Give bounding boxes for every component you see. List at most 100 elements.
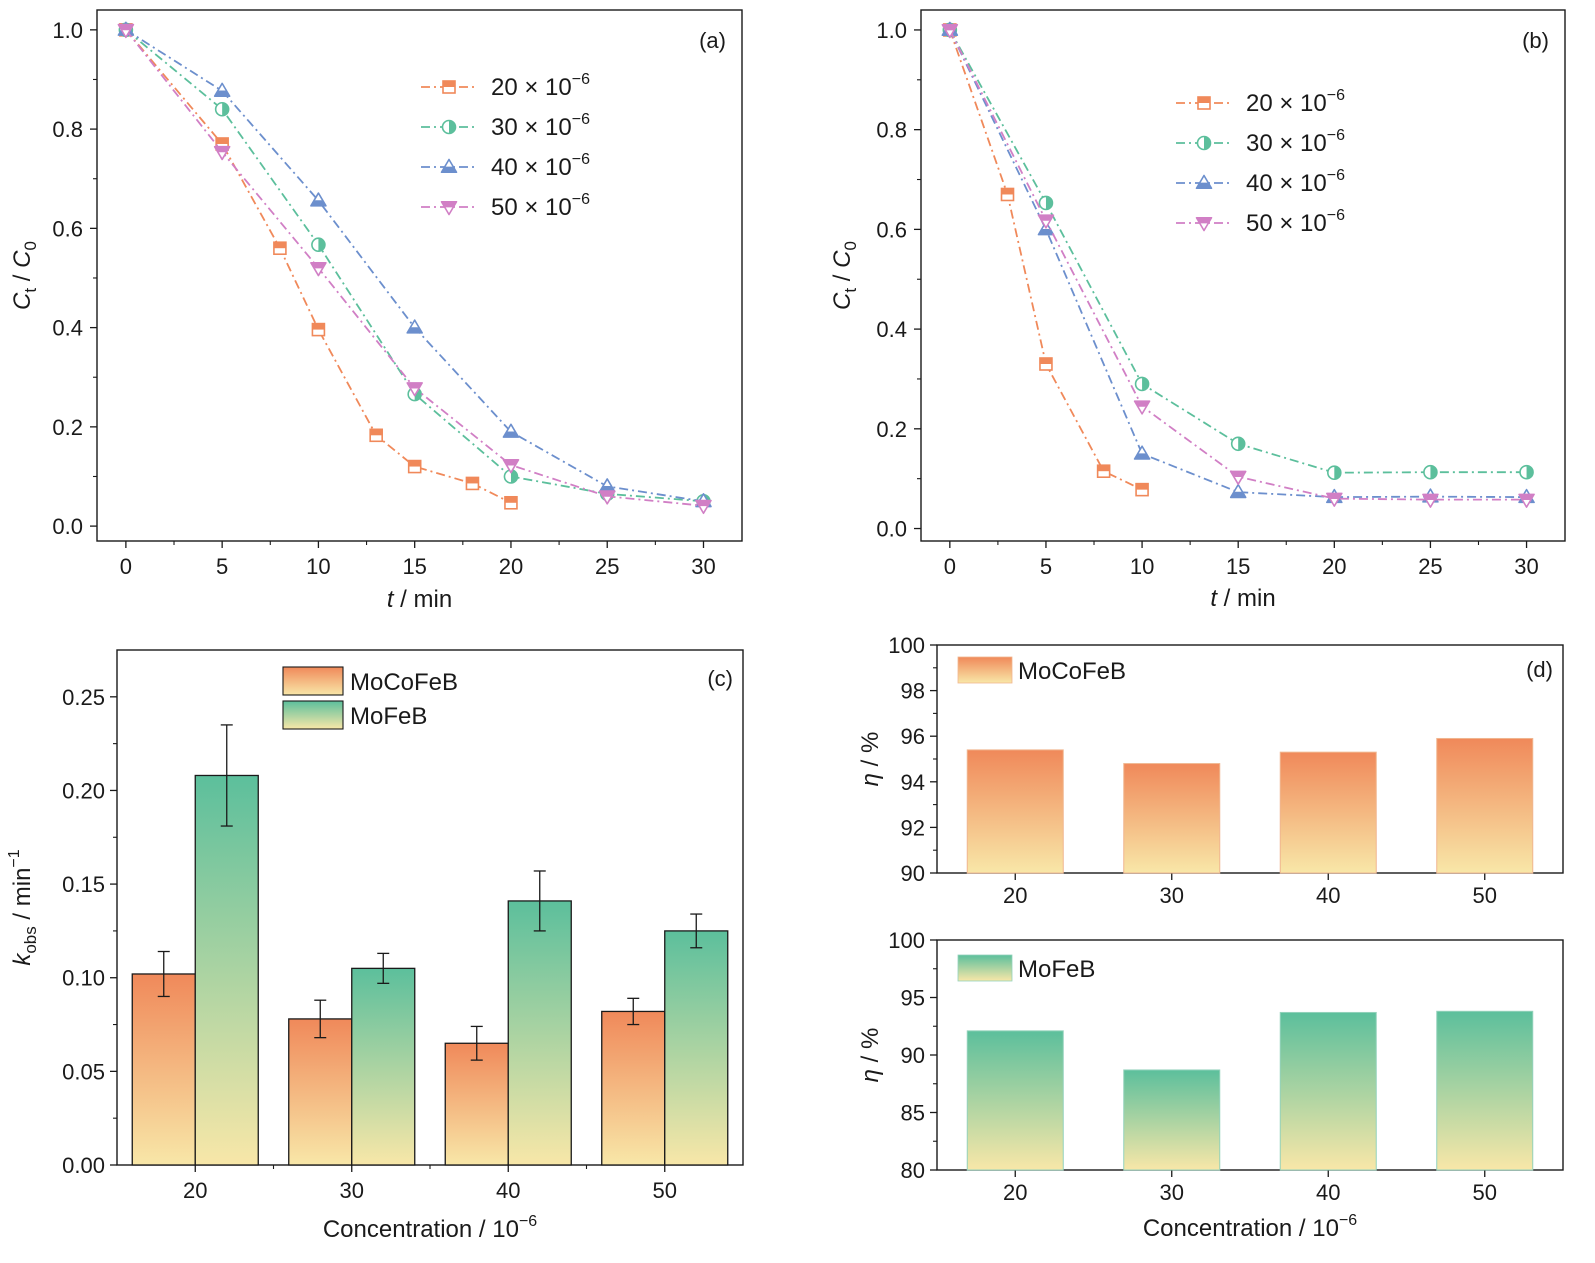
x-tick-label: 30	[1160, 883, 1184, 908]
y-tick-label: 0.25	[62, 685, 105, 710]
y-tick-label: 94	[901, 770, 925, 795]
x-axis-title: Concentration / 10−6	[323, 1213, 537, 1243]
x-tick-label: 50	[1473, 883, 1497, 908]
y-tick-label: 90	[901, 1043, 925, 1068]
series-line-0	[948, 29, 1143, 491]
y-tick-label: 100	[888, 633, 925, 658]
data-point-fill	[1230, 491, 1246, 498]
panel-label: (c)	[707, 666, 733, 691]
y-tick-label: 96	[901, 724, 925, 749]
data-point-fill	[695, 500, 711, 507]
x-tick-label: 30	[1514, 554, 1538, 579]
bar-mofeb-30	[1123, 1069, 1221, 1171]
y-tick-label: 0.10	[62, 966, 105, 991]
data-point-fill	[599, 486, 615, 492]
x-tick-label: 20	[1003, 1180, 1027, 1205]
x-tick-label: 30	[340, 1178, 364, 1203]
y-tick-label: 100	[888, 928, 925, 953]
y-tick-label: 0.2	[876, 417, 907, 442]
data-point-fill	[503, 431, 519, 438]
y-tick-label: 0.2	[52, 415, 83, 440]
legend-label: MoCoFeB	[350, 669, 458, 696]
bar-mocofeb-30	[288, 1018, 353, 1166]
y-tick-label: 95	[901, 986, 925, 1011]
y-tick-label: 92	[901, 815, 925, 840]
legend-marker-fill	[1204, 136, 1211, 150]
data-point-fill	[1334, 466, 1341, 480]
y-tick-label: 0.0	[876, 517, 907, 542]
data-point-fill	[510, 469, 518, 483]
x-tick-label: 40	[1316, 1180, 1340, 1205]
data-point-fill	[312, 323, 325, 330]
legend-label: 30 × 10−6	[1246, 127, 1345, 157]
data-point-fill	[310, 262, 326, 269]
data-point-fill	[407, 382, 423, 389]
y-tick-label: 0.20	[62, 778, 105, 803]
x-axis-title: t / min	[1210, 585, 1275, 612]
series-line-2	[949, 29, 1527, 499]
data-point-fill	[942, 24, 958, 31]
x-axis-title: Concentration / 10−6	[1143, 1212, 1357, 1242]
x-tick-label: 0	[944, 554, 956, 579]
bar-mocofeb-40	[1279, 751, 1377, 874]
series-line-3	[125, 29, 704, 507]
data-point-fill	[1134, 453, 1150, 459]
x-tick-label: 50	[653, 1178, 677, 1203]
legend-label: MoFeB	[1018, 956, 1095, 983]
series-line-0	[125, 29, 512, 504]
series-line-1	[125, 29, 704, 503]
y-tick-label: 0.8	[52, 117, 83, 142]
y-tick-label: 0.8	[876, 118, 907, 143]
y-tick-label: 0.4	[52, 316, 83, 341]
data-point-fill	[1526, 465, 1534, 479]
data-point-fill	[504, 496, 517, 503]
data-point-fill	[1238, 437, 1245, 451]
x-tick-label: 25	[1418, 554, 1442, 579]
x-axis-title: t / min	[387, 586, 452, 613]
y-tick-label: 0.6	[876, 217, 907, 242]
x-tick-label: 20	[1003, 883, 1027, 908]
data-point-fill	[1038, 215, 1054, 221]
data-point-fill	[1422, 494, 1438, 500]
plot-frame	[96, 9, 743, 542]
bar-mofeb-50	[1436, 1010, 1534, 1171]
bar-mofeb-50	[664, 930, 729, 1166]
legend-swatch	[957, 656, 1013, 684]
data-point-fill	[1045, 196, 1053, 210]
y-tick-label: 0.00	[62, 1153, 105, 1178]
data-point-fill	[1097, 465, 1110, 472]
data-point-fill	[1136, 483, 1149, 490]
panel-d-top-bar-chart: 90 92 94 96 98 100 20 30 40 50 MoCoFeB (d) η / %	[857, 633, 1564, 908]
x-tick-label: 5	[1040, 554, 1052, 579]
x-tick-label: 20	[183, 1178, 207, 1203]
y-tick-label: 1.0	[876, 18, 907, 43]
bar-mofeb-40	[507, 900, 572, 1166]
data-point-fill	[1230, 471, 1246, 478]
data-point-fill	[408, 460, 421, 467]
legend-label: 20 × 10−6	[491, 71, 590, 101]
plot-frame	[920, 9, 1566, 542]
y-tick-label: 0.4	[876, 317, 907, 342]
bar-mocofeb-20	[131, 973, 196, 1166]
x-tick-label: 50	[1473, 1180, 1497, 1205]
data-point-fill	[466, 477, 479, 484]
data-point-fill	[370, 429, 383, 436]
legend-marker-fill	[443, 81, 455, 87]
x-tick-label: 10	[1130, 554, 1154, 579]
y-tick-label: 1.0	[52, 18, 83, 43]
y-axis-title: η / %	[857, 732, 884, 787]
panel-label: (d)	[1526, 657, 1553, 682]
y-axis-title: kobs / min−1	[6, 849, 40, 965]
series-line-1	[949, 29, 1527, 474]
x-tick-label: 15	[402, 554, 426, 579]
legend-marker-fill	[441, 166, 457, 173]
data-point-fill	[1039, 358, 1052, 364]
data-point-fill	[1001, 188, 1014, 195]
legend-label: 40 × 10−6	[491, 151, 590, 181]
y-tick-label: 0.6	[52, 216, 83, 241]
data-point-fill	[599, 491, 615, 497]
x-tick-label: 10	[306, 554, 330, 579]
y-tick-label: 0.15	[62, 872, 105, 897]
data-point-fill	[214, 146, 230, 153]
